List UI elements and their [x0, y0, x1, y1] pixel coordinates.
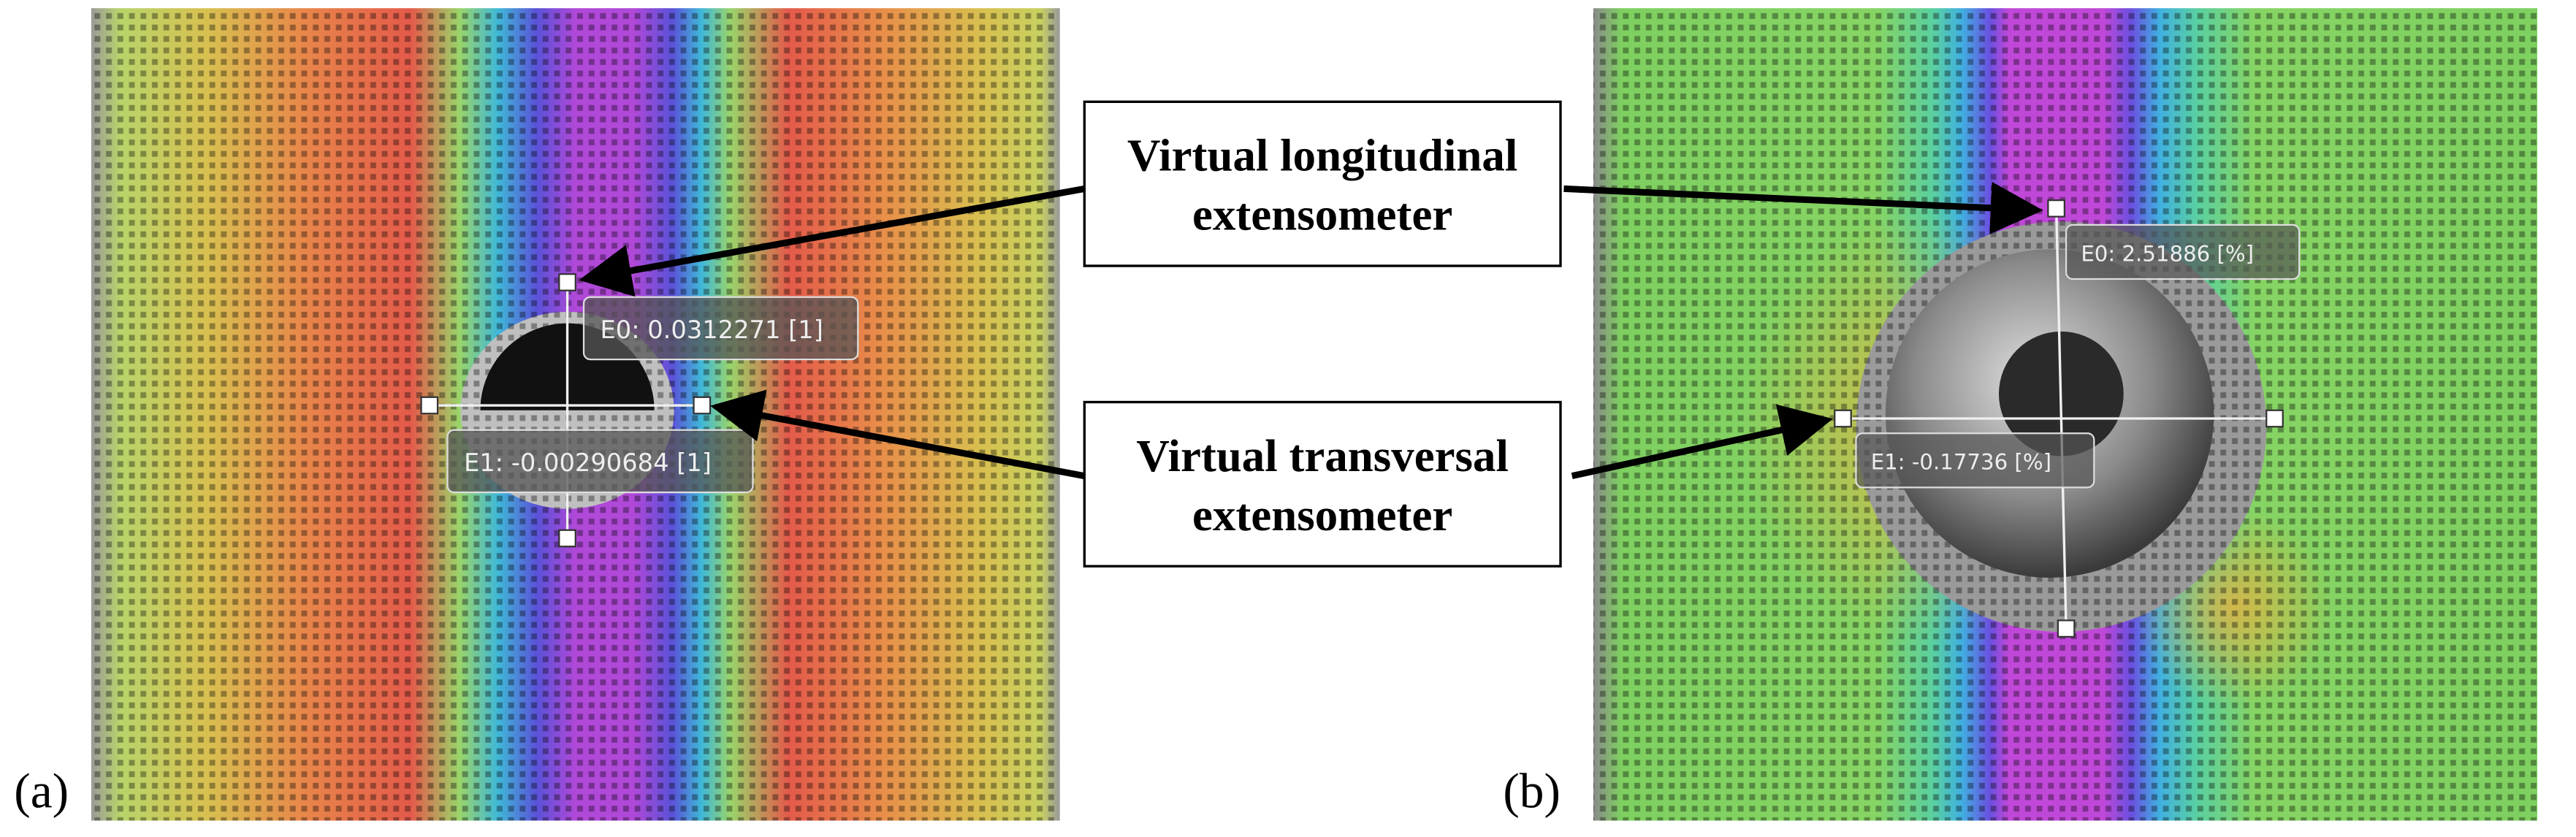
- callout-line: Virtual longitudinal: [1127, 130, 1517, 181]
- readout: E0: 2.51886 [%]: [2081, 241, 2254, 266]
- panel-a-image: [91, 8, 1060, 821]
- arrows: [579, 181, 2043, 480]
- readout-box: E1: -0.17736 [%]: [1855, 432, 2095, 489]
- readout: E1: -0.00290684 [1]: [464, 448, 712, 477]
- readout: E0: 0.0312271 [1]: [600, 316, 823, 344]
- readout-box: E0: 2.51886 [%]: [2065, 223, 2301, 280]
- callout-line: extensometer: [1192, 489, 1452, 540]
- readout-box: E1: -0.00290684 [1]: [446, 429, 754, 494]
- panel-label: (b): [1503, 764, 1561, 819]
- readout-box: E0: 0.0312271 [1]: [582, 296, 859, 361]
- panel-b-image: [1593, 8, 2538, 821]
- panel-label: (a): [14, 764, 69, 819]
- callout-line: extensometer: [1192, 189, 1452, 240]
- callout: Virtual transversal extensometer: [1083, 400, 1562, 567]
- callout: Virtual longitudinal extensometer: [1083, 100, 1562, 267]
- readout: E1: -0.17736 [%]: [1871, 450, 2051, 475]
- callout-line: Virtual transversal: [1136, 430, 1509, 481]
